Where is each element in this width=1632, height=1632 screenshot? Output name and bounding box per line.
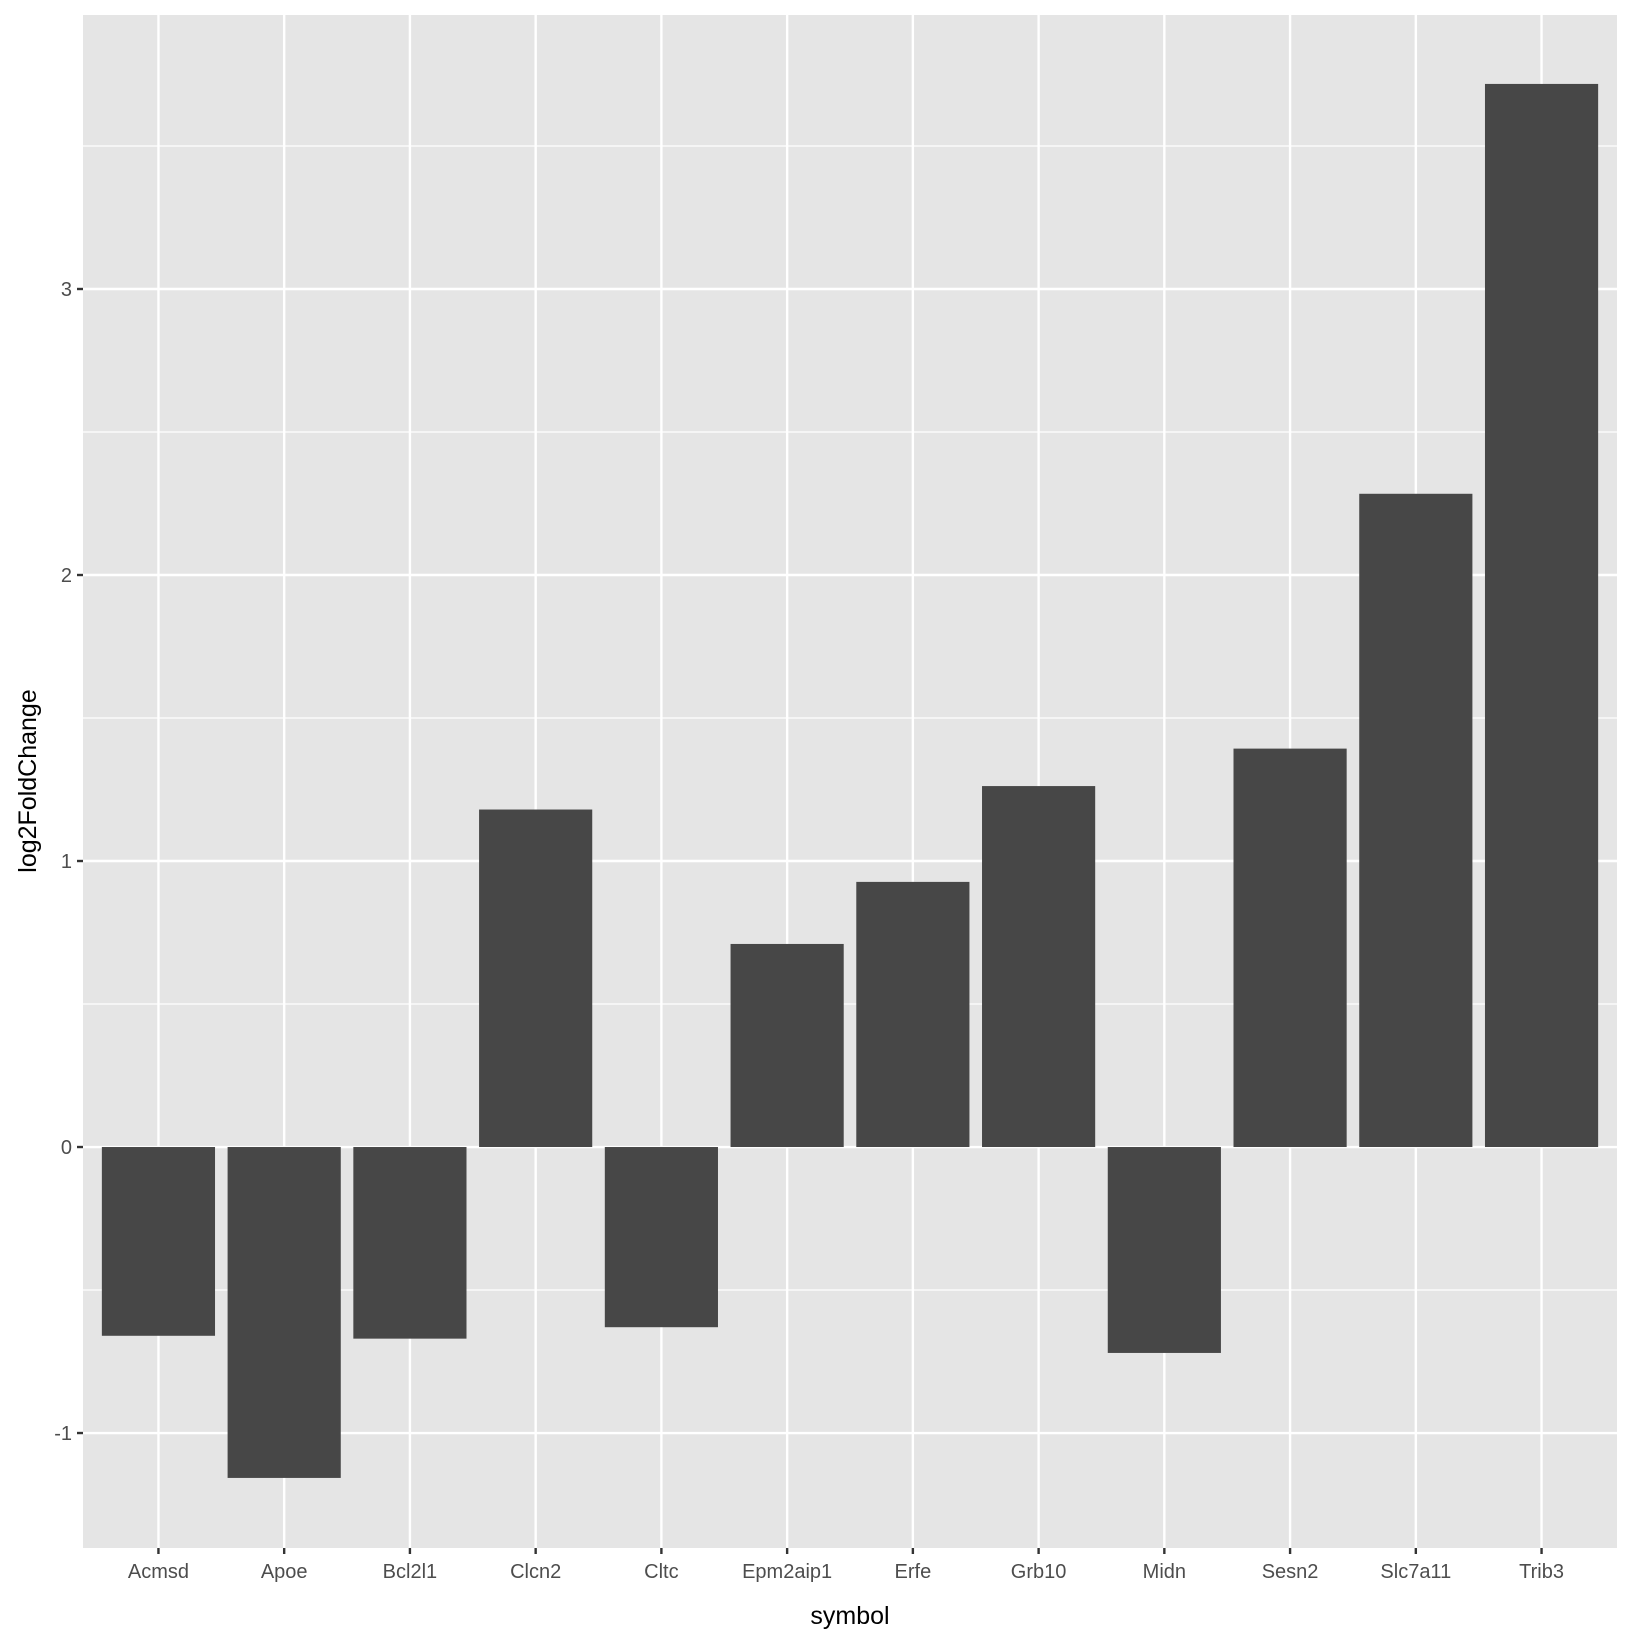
bar-sesn2 [1233, 748, 1347, 1148]
x-tick-label: Midn [1143, 1561, 1186, 1583]
bar-cltc [604, 1147, 718, 1328]
x-tick-label: Cltc [644, 1561, 678, 1583]
x-tick-label: Bcl2l1 [383, 1561, 437, 1583]
x-tick-label: Grb10 [1011, 1561, 1067, 1583]
bar-midn [1107, 1147, 1221, 1353]
bar-grb10 [982, 786, 1096, 1148]
bars [101, 83, 1599, 1478]
x-tick-label: Trib3 [1519, 1561, 1564, 1583]
bar-bcl2l1 [353, 1147, 467, 1339]
x-tick-label: Acmsd [128, 1561, 189, 1583]
x-tick-label: Clcn2 [510, 1561, 561, 1583]
y-axis: -1 0 1 2 3 [54, 279, 83, 1445]
x-tick-label: Sesn2 [1262, 1561, 1319, 1583]
x-tick-label: Slc7a11 [1380, 1561, 1451, 1583]
y-axis-title: log2FoldChange [14, 689, 42, 872]
bar-slc7a11 [1359, 493, 1473, 1148]
y-tick-label: 2 [61, 565, 72, 587]
x-tick-label: Erfe [895, 1561, 932, 1583]
x-tick-label: Epm2aip1 [742, 1561, 832, 1583]
x-tick-label: Apoe [261, 1561, 308, 1583]
x-axis: Acmsd Apoe Bcl2l1 Clcn2 Cltc Epm2aip1 Erfe Grb1… [128, 1548, 1564, 1583]
y-tick-label: 1 [61, 851, 72, 873]
y-tick-label: 3 [61, 279, 72, 301]
y-tick-label: -1 [54, 1423, 72, 1445]
x-axis-title: symbol [810, 1602, 889, 1630]
y-tick-label: 0 [61, 1137, 72, 1159]
bar-clcn2 [479, 809, 593, 1148]
bar-apoe [227, 1147, 341, 1478]
bar-erfe [856, 881, 970, 1148]
bar-acmsd [101, 1147, 216, 1336]
bar-trib3 [1484, 83, 1599, 1148]
bar-epm2aip1 [730, 943, 844, 1148]
